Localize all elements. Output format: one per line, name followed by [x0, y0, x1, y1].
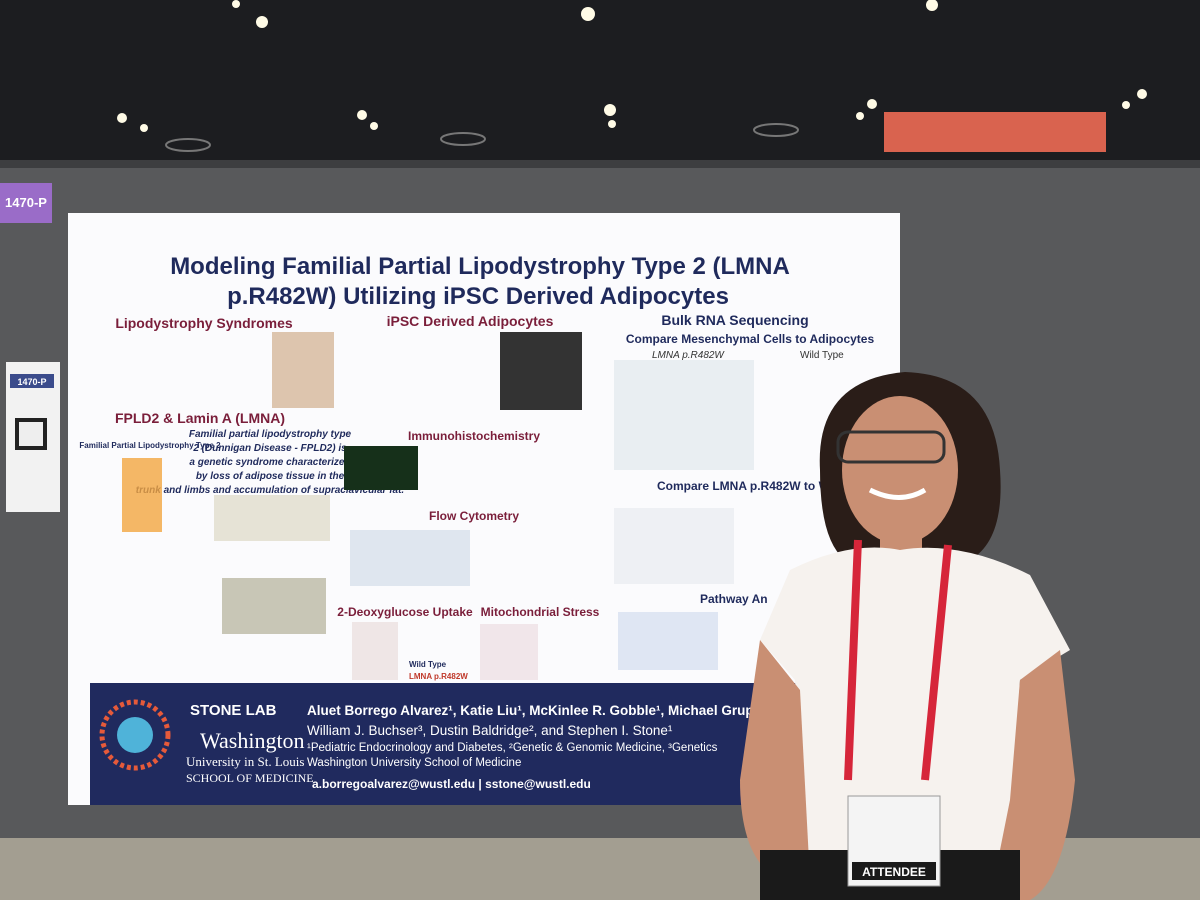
- wall-top: [0, 160, 1200, 168]
- panel-label: LMNA p.R482W: [652, 350, 725, 361]
- emails: a.borregoalvarez@wustl.edu | sstone@wust…: [312, 777, 591, 791]
- poster-title: p.R482W) Utilizing iPSC Derived Adipocyt…: [227, 283, 729, 310]
- highlight-text: Familial partial lipodystrophy type 2 (D…: [136, 429, 404, 496]
- highlight-line: by loss of adipose tissue in the: [196, 471, 345, 482]
- section-heading: Flow Cytometry: [429, 509, 519, 523]
- lab-logo: [99, 699, 171, 771]
- section-heading: iPSC Derived Adipocytes: [387, 313, 554, 329]
- legend-entry: LMNA p.R482W: [409, 672, 468, 681]
- badge-label: ATTENDEE: [862, 865, 926, 879]
- section-heading: Lipodystrophy Syndromes: [115, 315, 293, 331]
- side-card-band: [10, 374, 54, 388]
- booth-label: 1470-P: [5, 195, 47, 210]
- figures: [122, 332, 754, 680]
- university: SCHOOL OF MEDICINE: [186, 771, 314, 785]
- ceiling-lights: [117, 0, 1147, 132]
- authors: Aluet Borrego Alvarez¹, Katie Liu¹, McKi…: [307, 703, 762, 718]
- highlight-line: a genetic syndrome characterized: [189, 457, 351, 468]
- section-heading: 2-Deoxyglucose Uptake: [337, 605, 473, 619]
- section-heading: Bulk RNA Sequencing: [661, 312, 808, 328]
- affiliation: Washington University School of Medicine: [307, 757, 521, 769]
- university: Washington: [200, 728, 305, 753]
- poster-title: Modeling Familial Partial Lipodystrophy …: [170, 253, 790, 280]
- section-heading: Mitochondrial Stress: [481, 605, 600, 619]
- section-heading: Immunohistochemistry: [408, 429, 540, 443]
- qr-inner: [19, 422, 43, 446]
- authors: William J. Buchser³, Dustin Baldridge², …: [307, 723, 673, 738]
- section-heading: Pathway An: [700, 592, 768, 606]
- booth-tag: [0, 183, 52, 223]
- university: University in St. Louis: [186, 754, 304, 769]
- highlight-line: 2 (Dunnigan Disease - FPLD2) is: [192, 443, 347, 454]
- highlight-line: trunk and limbs and accumulation of supr…: [136, 485, 404, 496]
- highlight-line: Familial partial lipodystrophy type: [189, 429, 352, 440]
- section-heading: Compare Mesenchymal Cells to Adipocytes: [626, 332, 875, 346]
- panel-label: Wild Type: [800, 350, 844, 361]
- legend-entry: Wild Type: [409, 660, 447, 669]
- affiliation: ¹Pediatric Endocrinology and Diabetes, ²…: [307, 742, 718, 754]
- person: ATTENDEE: [740, 372, 1075, 900]
- lab-name: STONE LAB: [190, 702, 277, 719]
- side-card-label: 1470-P: [17, 377, 46, 387]
- section-heading: Compare LMNA p.R482W to Wild Ty: [657, 479, 861, 493]
- sign: [884, 112, 1106, 152]
- lab-logo-center: [117, 717, 153, 753]
- subheading: Familial Partial Lipodystrophy Type 2: [79, 441, 221, 450]
- vents: [165, 123, 799, 152]
- section-heading: FPLD2 & Lamin A (LMNA): [115, 410, 285, 426]
